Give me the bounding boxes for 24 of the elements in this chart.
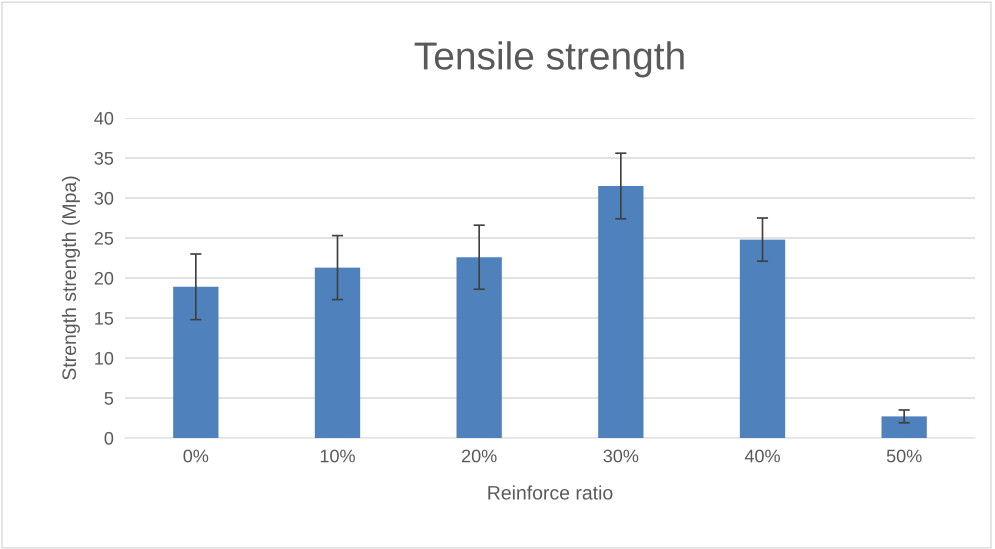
- x-tick-label: 30%: [603, 450, 638, 462]
- y-tick-label: 0: [104, 432, 114, 445]
- y-tick-label: 5: [104, 392, 114, 405]
- y-tick-label: 35: [94, 152, 114, 165]
- bar: [740, 240, 786, 438]
- x-tick-label: 0%: [183, 450, 208, 462]
- bar: [314, 268, 360, 438]
- y-tick-label: 30: [94, 192, 114, 205]
- x-tick-label: 10%: [320, 450, 355, 462]
- y-tick-label: 15: [95, 312, 114, 325]
- y-tick-label: 40: [94, 112, 114, 125]
- x-axis-title: Reinforce ratio: [488, 485, 612, 500]
- x-tick-label: 20%: [462, 450, 497, 462]
- x-tick-label: 40%: [744, 450, 780, 462]
- bar: [598, 186, 644, 438]
- bar: [456, 257, 502, 438]
- y-tick-label: 25: [94, 232, 114, 245]
- bar: [882, 416, 927, 438]
- y-axis-title: Strength strength (Mpa): [62, 176, 80, 380]
- y-tick-label: 20: [94, 272, 114, 285]
- bar: [173, 286, 218, 438]
- x-tick-label: 50%: [886, 450, 922, 462]
- y-tick-label: 10: [95, 352, 114, 365]
- chart-title: Tensile strength: [414, 41, 684, 78]
